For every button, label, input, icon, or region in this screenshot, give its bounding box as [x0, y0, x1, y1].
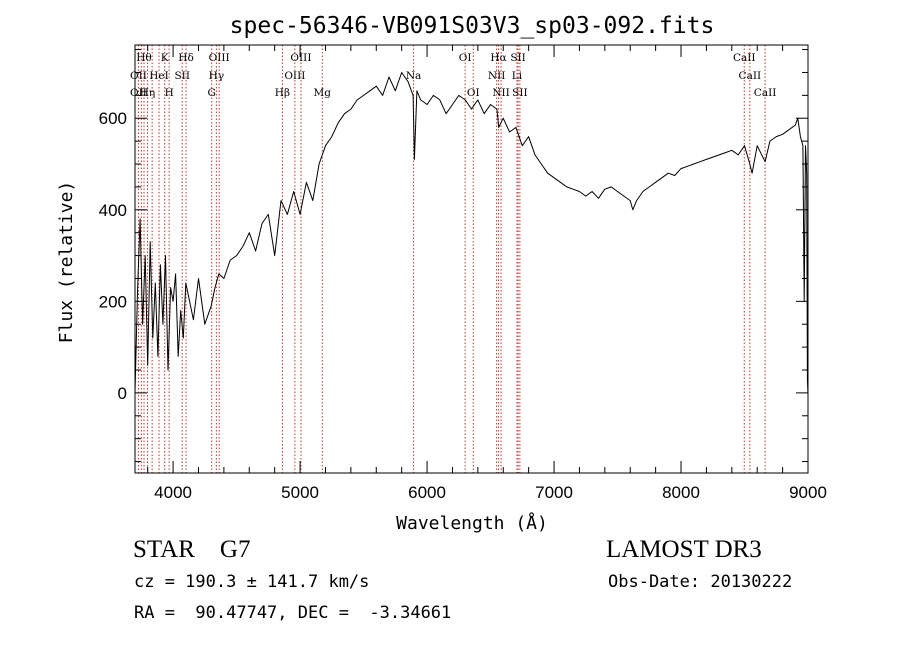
line-label: OIII: [209, 52, 230, 64]
emission-line-markers: [137, 45, 766, 473]
line-label: H: [165, 87, 174, 99]
line-label: Li: [512, 70, 523, 82]
x-tick-label: 9000: [789, 483, 827, 502]
line-label: Hη: [140, 87, 155, 99]
survey-name: LAMOST DR3: [606, 536, 762, 563]
line-label: Hγ: [209, 70, 224, 82]
x-tick-label: 6000: [408, 483, 446, 502]
line-label: CaII: [754, 87, 777, 99]
emission-line-labels: Hθ K Hδ OIII OIII OI Hα SII CaII OII HeI SII Hγ OIII N…: [130, 52, 776, 99]
y-tick-label: 400: [99, 201, 127, 220]
line-label: CaII: [739, 70, 762, 82]
sky-coordinates: RA = 90.47747, DEC = -3.34661: [134, 603, 452, 623]
line-label: CaII: [733, 52, 756, 64]
y-axis: 0 200 400 600: [99, 49, 808, 463]
line-label: Hδ: [178, 52, 193, 64]
x-tick-label: 8000: [662, 483, 700, 502]
chart-title: spec-56346-VB091S03V3_sp03-092.fits: [230, 13, 715, 39]
line-label: G: [208, 87, 216, 99]
line-label: NII: [492, 87, 509, 99]
line-label: OIII: [290, 52, 311, 64]
x-tick-label: 5000: [281, 483, 319, 502]
classification-label: STAR G7: [133, 536, 251, 563]
y-tick-label: 200: [99, 292, 127, 311]
line-label: Hθ: [136, 52, 151, 64]
x-axis-label: Wavelength (Å): [396, 512, 548, 534]
y-tick-label: 0: [118, 384, 127, 403]
line-label: OI: [459, 52, 472, 64]
line-label: OII: [130, 87, 147, 99]
y-tick-label: 600: [99, 109, 127, 128]
plot-frame: [134, 44, 809, 474]
spectrum-series-line: [134, 72, 809, 396]
line-label: Na: [406, 70, 421, 82]
line-label: OI: [467, 87, 480, 99]
line-label: OIII: [284, 70, 305, 82]
line-label: SII: [512, 87, 528, 99]
line-label: Mg: [314, 87, 332, 99]
line-label: SII: [510, 52, 526, 64]
x-tick-label: 4000: [154, 483, 192, 502]
x-axis: 4000 5000 6000 7000 8000 9000: [147, 45, 827, 502]
x-tick-label: 7000: [535, 483, 573, 502]
line-label: SII: [174, 70, 190, 82]
line-label: K: [161, 52, 169, 64]
line-label: HeI: [149, 70, 169, 82]
line-label: NII: [488, 70, 505, 82]
line-label: Hβ: [275, 87, 290, 99]
line-label: Hα: [490, 52, 506, 64]
y-axis-label: Flux (relative): [56, 181, 77, 344]
observation-date: Obs-Date: 20130222: [608, 572, 793, 592]
line-label: OII: [130, 70, 147, 82]
redshift-velocity: cz = 190.3 ± 141.7 km/s: [134, 572, 370, 592]
